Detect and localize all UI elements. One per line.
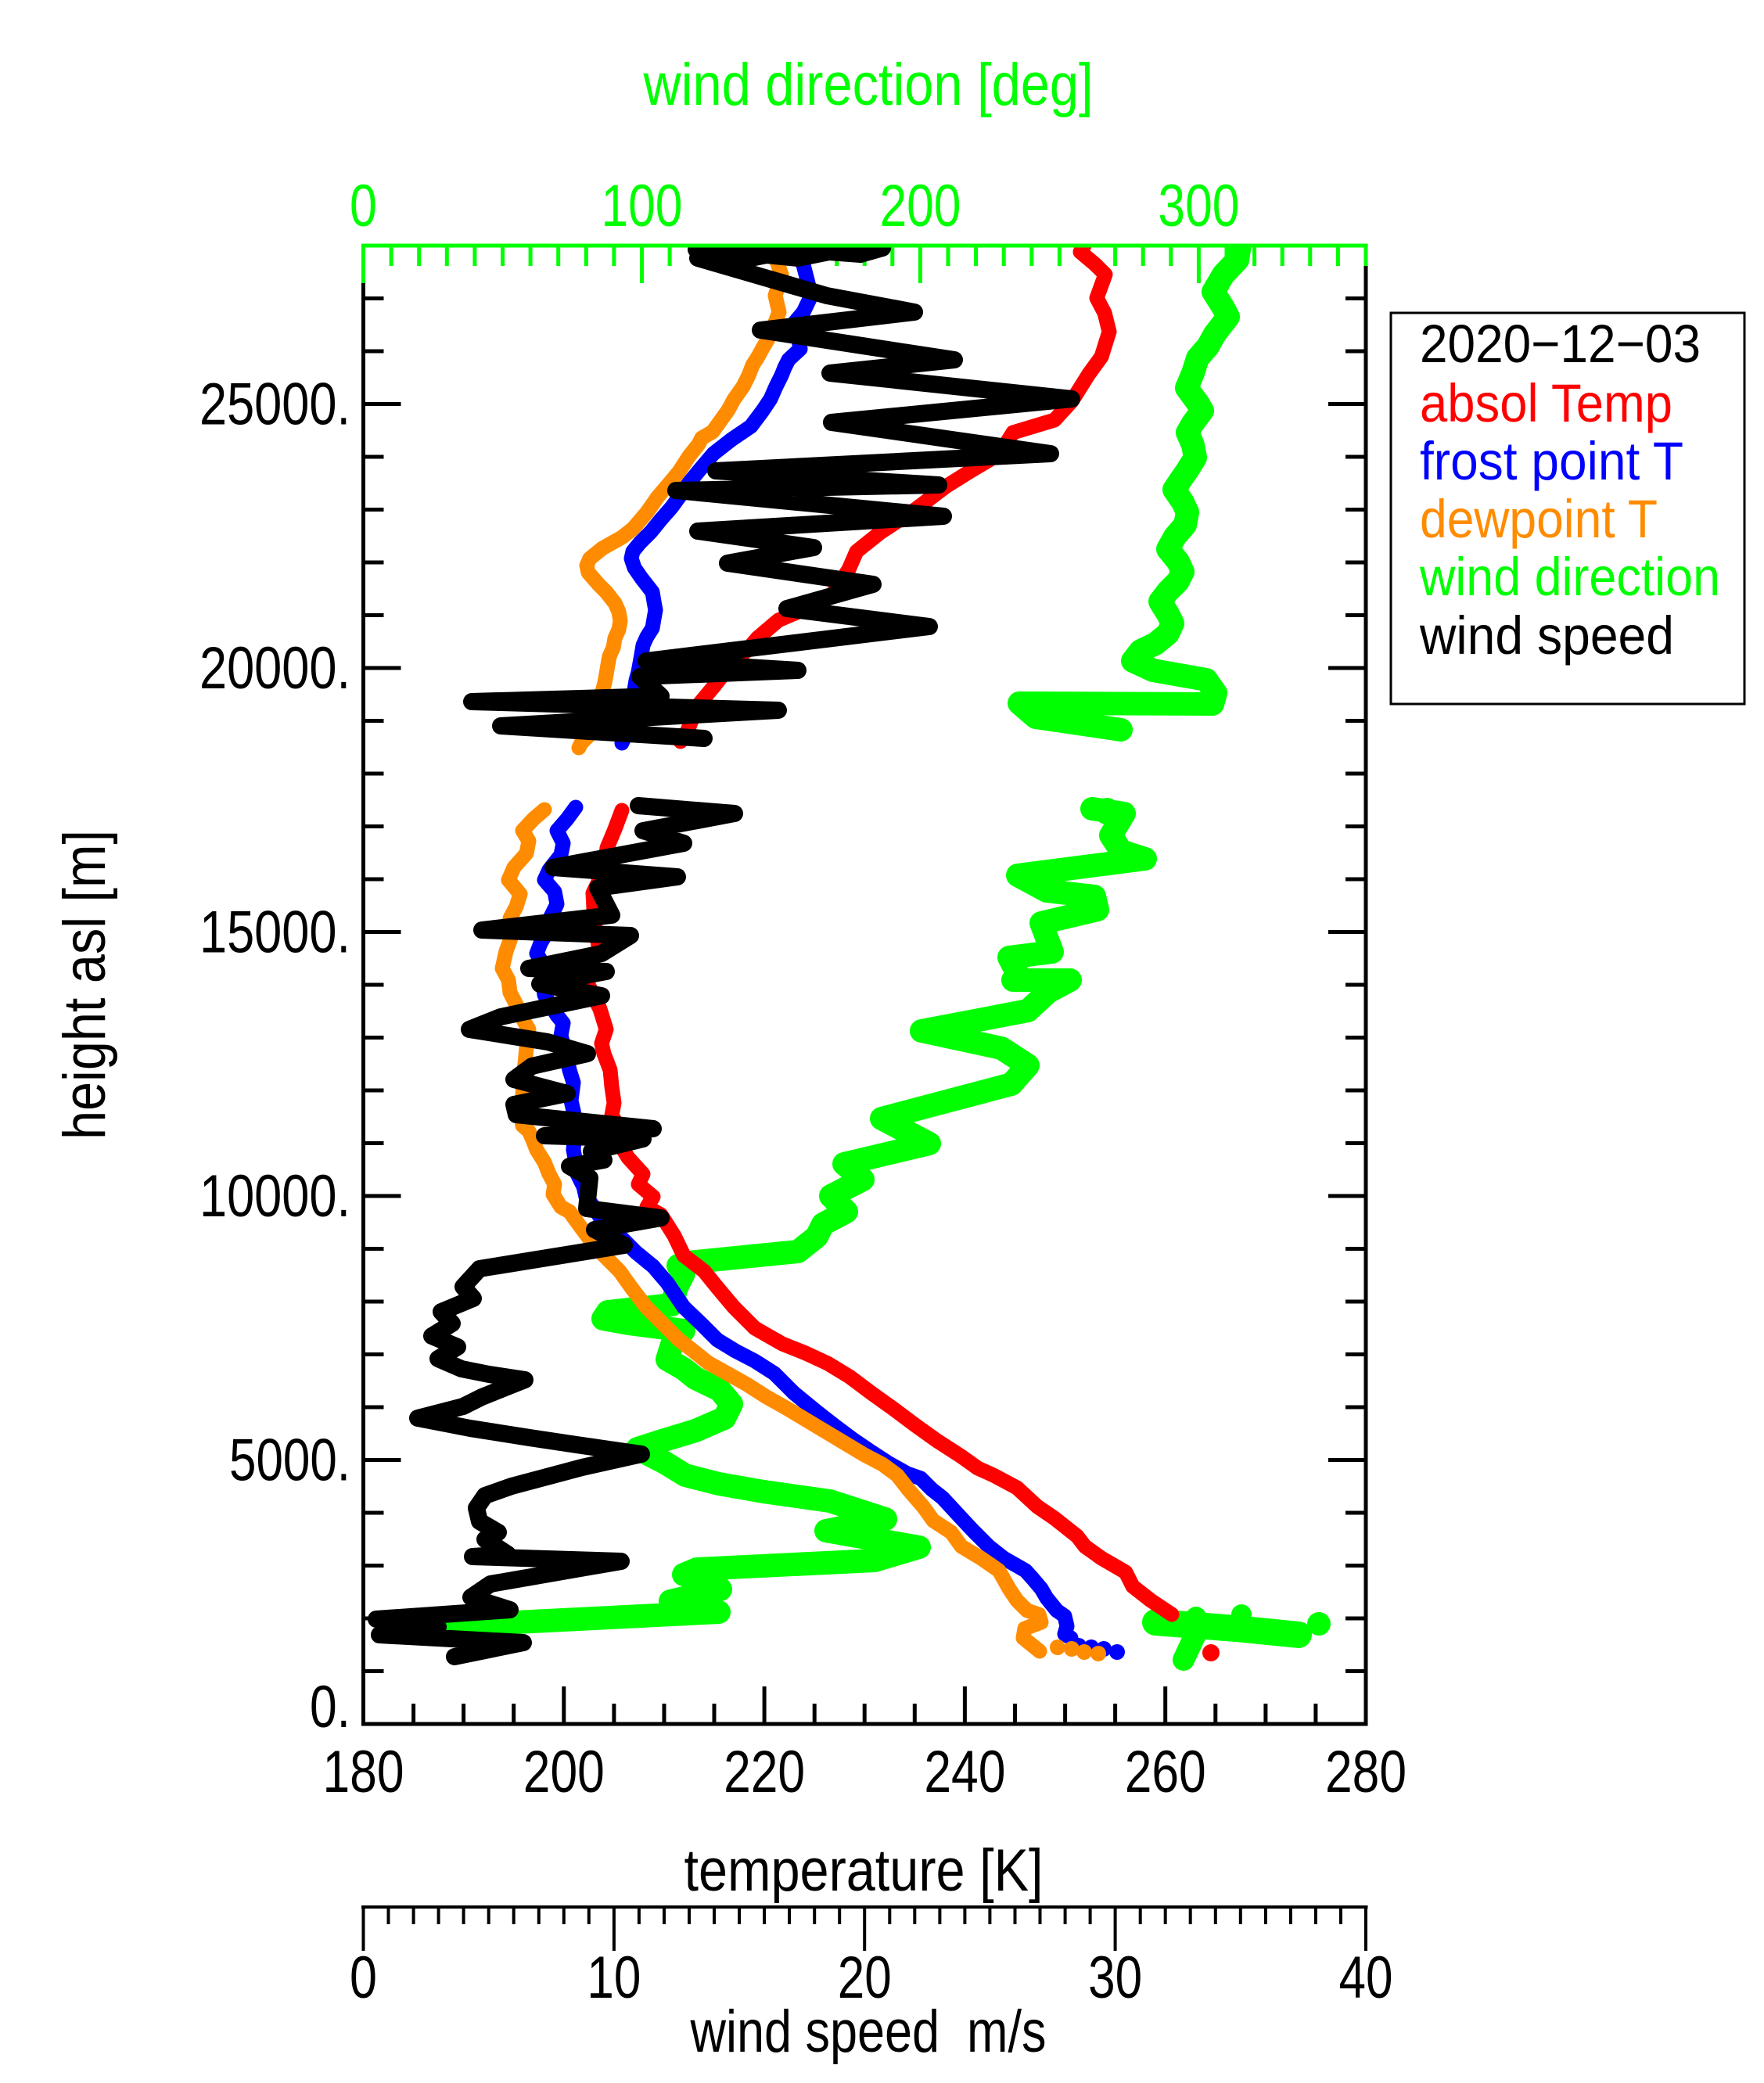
- svg-text:220: 220: [724, 1739, 805, 1805]
- svg-text:40: 40: [1339, 1945, 1393, 2011]
- svg-text:20000.: 20000.: [199, 635, 350, 702]
- svg-text:280: 280: [1325, 1739, 1407, 1805]
- svg-text:10000.: 10000.: [199, 1163, 350, 1230]
- svg-text:0.: 0.: [310, 1674, 350, 1740]
- svg-text:dewpoint T: dewpoint T: [1420, 489, 1658, 549]
- svg-text:30: 30: [1088, 1945, 1142, 2011]
- svg-text:2020−12−03: 2020−12−03: [1420, 314, 1701, 374]
- svg-text:260: 260: [1125, 1739, 1206, 1805]
- svg-text:0: 0: [350, 1945, 377, 2011]
- svg-text:10: 10: [587, 1945, 641, 2011]
- svg-text:20: 20: [838, 1945, 892, 2011]
- svg-text:wind direction [deg]: wind direction [deg]: [643, 52, 1094, 118]
- svg-text:300: 300: [1158, 173, 1239, 239]
- svg-text:15000.: 15000.: [199, 900, 350, 966]
- svg-text:180: 180: [323, 1739, 404, 1805]
- svg-text:temperature [K]: temperature [K]: [684, 1837, 1044, 1904]
- svg-text:wind speed: wind speed: [1419, 605, 1674, 666]
- svg-text:frost point T: frost point T: [1420, 431, 1683, 491]
- svg-text:240: 240: [924, 1739, 1005, 1805]
- svg-text:200: 200: [879, 173, 961, 239]
- svg-text:100: 100: [601, 173, 682, 239]
- svg-text:5000.: 5000.: [229, 1428, 350, 1494]
- svg-text:200: 200: [523, 1739, 605, 1805]
- svg-text:0: 0: [350, 173, 377, 239]
- svg-text:25000.: 25000.: [199, 372, 350, 438]
- svg-text:absol Temp: absol Temp: [1420, 373, 1672, 433]
- svg-text:height asl [m]: height asl [m]: [52, 830, 118, 1140]
- svg-text:wind speed m/s: wind speed m/s: [690, 1999, 1047, 2065]
- svg-text:wind direction: wind direction: [1419, 547, 1720, 607]
